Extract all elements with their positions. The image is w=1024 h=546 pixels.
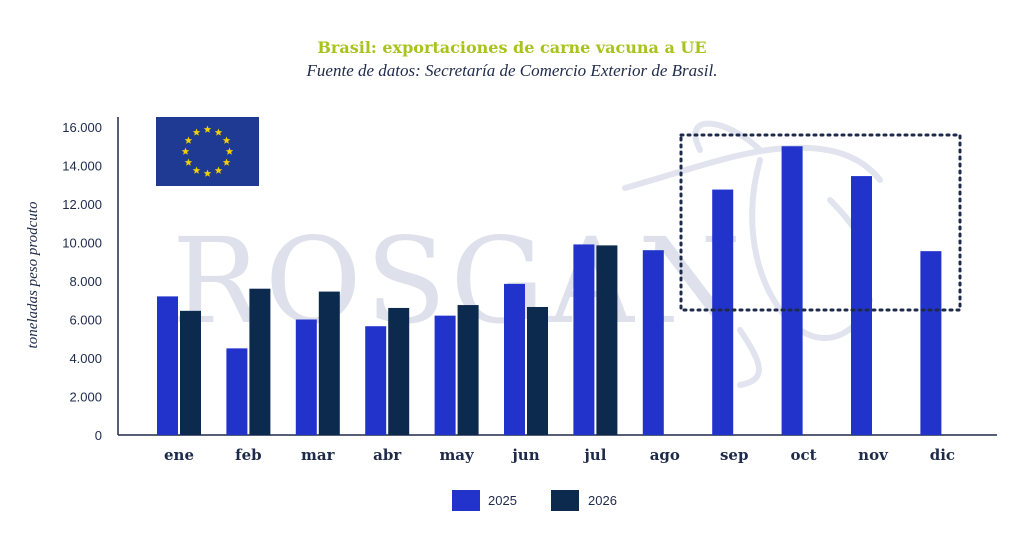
- star-icon: [192, 166, 201, 174]
- bar-2025-ago: [642, 250, 664, 435]
- star-icon: [192, 128, 201, 136]
- y-tick-label: 12.000: [62, 197, 102, 212]
- bar-2025-abr: [365, 326, 387, 435]
- star-icon: [214, 128, 223, 136]
- y-tick-label: 8.000: [69, 274, 102, 289]
- bar-2026-ene: [180, 310, 201, 435]
- legend-label-2025: 2025: [488, 493, 517, 508]
- bar-2026-may: [457, 305, 479, 435]
- y-axis-title: toneladas peso prodcuto: [25, 201, 41, 348]
- x-tick-label-feb: feb: [235, 446, 261, 464]
- x-tick-label-oct: oct: [791, 446, 817, 464]
- x-tick-label-dic: dic: [930, 446, 955, 464]
- eu-flag-icon: [156, 117, 259, 186]
- x-tick-label-jul: jul: [582, 446, 606, 464]
- bar-2025-ene: [157, 296, 178, 435]
- bar-2025-may: [434, 315, 456, 435]
- bar-2026-jul: [596, 245, 618, 435]
- star-icon: [203, 169, 212, 177]
- y-tick-label: 10.000: [62, 236, 102, 251]
- x-tick-label-sep: sep: [720, 446, 748, 464]
- title-block: Brasil: exportaciones de carne vacuna a …: [0, 38, 1024, 82]
- watermark: ROSGAN: [172, 120, 883, 388]
- star-icon: [214, 166, 223, 174]
- x-tick-label-ene: ene: [164, 446, 194, 464]
- bar-2025-mar: [295, 319, 317, 435]
- bar-2025-oct: [781, 146, 803, 435]
- legend-item-2025: 2025: [452, 490, 517, 511]
- x-tick-label-ago: ago: [650, 446, 680, 464]
- chart-title: Brasil: exportaciones de carne vacuna a …: [317, 38, 707, 57]
- bar-2025-sep: [712, 189, 734, 435]
- star-icon: [184, 136, 193, 144]
- y-tick-label: 2.000: [69, 390, 102, 405]
- chart-subtitle: Fuente de datos: Secretaría de Comercio …: [306, 61, 718, 80]
- bar-2025-feb: [226, 348, 248, 435]
- y-tick-labels: 0 2.000 4.000 6.000 8.000 10.000 12.000 14.000 1…: [62, 120, 102, 443]
- x-tick-label-may: may: [439, 446, 475, 464]
- bar-2026-mar: [318, 291, 340, 435]
- x-tick-label-jun: jun: [510, 446, 539, 464]
- legend-item-2026: 2026: [551, 490, 617, 511]
- bar-2025-dic: [920, 251, 942, 435]
- legend-swatch-2026: [551, 490, 579, 511]
- x-tick-label-nov: nov: [858, 446, 889, 464]
- bar-2025-nov: [851, 176, 872, 435]
- star-icon: [203, 125, 212, 133]
- legend-label-2026: 2026: [588, 493, 617, 508]
- legend: 2025 2026: [452, 490, 617, 511]
- y-tick-label: 14.000: [62, 159, 102, 174]
- star-icon: [225, 147, 234, 155]
- x-tick-label-abr: abr: [373, 446, 402, 464]
- highlight-box: [679, 133, 962, 312]
- star-icon: [184, 158, 193, 166]
- y-tick-label: 0: [95, 428, 102, 443]
- bar-2025-jul: [573, 244, 595, 435]
- bar-2026-abr: [388, 307, 410, 435]
- x-tick-labels: ene feb mar abr may jun jul ago sep oct nov dic: [164, 446, 955, 464]
- y-tick-label: 4.000: [69, 351, 102, 366]
- bar-2025-jun: [504, 283, 525, 435]
- legend-swatch-2025: [452, 490, 480, 511]
- y-tick-label: 6.000: [69, 313, 102, 328]
- y-tick-label: 16.000: [62, 120, 102, 135]
- star-icon: [222, 158, 231, 166]
- bar-2026-feb: [249, 288, 271, 435]
- bars: [157, 146, 942, 435]
- star-icon: [181, 147, 190, 155]
- star-icon: [222, 136, 231, 144]
- bar-2026-jun: [527, 306, 548, 435]
- x-tick-label-mar: mar: [301, 446, 336, 464]
